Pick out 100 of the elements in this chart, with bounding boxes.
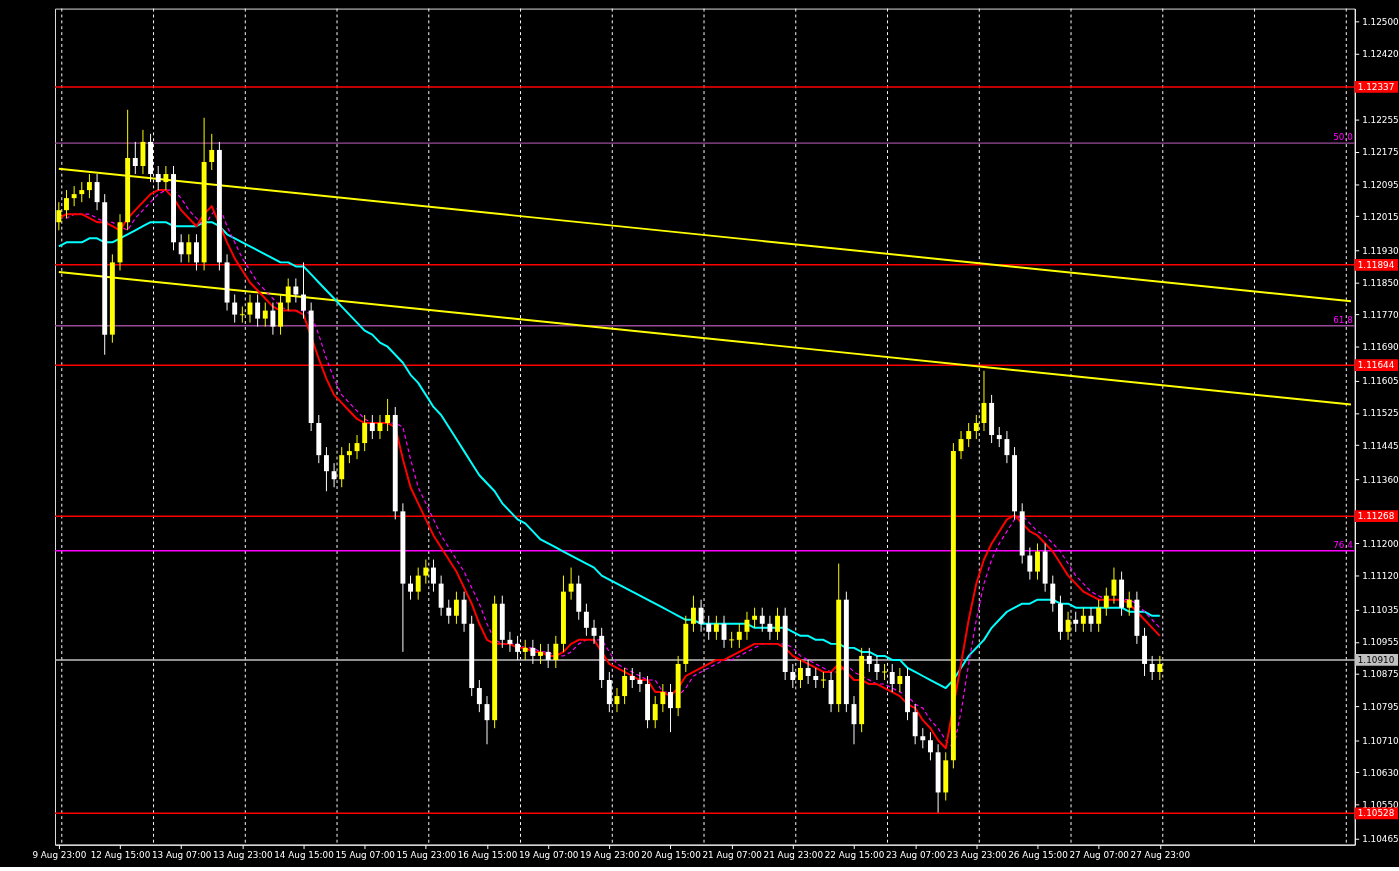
x-tick-label: 20 Aug 15:00 [641,849,702,860]
x-tick-label: 13 Aug 23:00 [213,849,273,860]
candlestick [874,655,880,681]
x-tick-label: 27 Aug 23:00 [1130,849,1191,860]
ref-line-label: 1.12337 [1357,81,1395,92]
ref-line-label: 1.10910 [1357,654,1395,665]
y-tick-label: 1.11445 [1362,440,1399,451]
line-series [57,221,1161,690]
candlestick [507,631,513,653]
candlestick [71,185,77,207]
candlestick [1126,591,1132,617]
candlestick [1157,655,1163,681]
candlestick [690,595,696,633]
candlestick [155,165,161,191]
candlestick [713,615,719,641]
candlestick [966,422,972,448]
x-tick-label: 23 Aug 07:00 [885,849,946,860]
candlestick [369,414,375,440]
x-tick-label: 15 Aug 23:00 [396,849,457,860]
candlestick [385,398,391,432]
x-tick-label: 14 Aug 15:00 [274,849,335,860]
y-tick-label: 1.10795 [1362,701,1399,712]
candlestick [94,173,100,211]
candlestick [56,201,62,231]
y-tick-label: 1.11605 [1362,376,1399,387]
y-tick-label: 1.11200 [1362,538,1399,549]
candlestick [775,607,780,641]
y-tick-label: 1.11770 [1362,310,1399,321]
ref-line-label: 1.11268 [1357,511,1395,522]
candlestick [178,233,184,263]
y-tick-label: 1.12015 [1362,211,1399,222]
y-tick-label: 1.12095 [1362,179,1399,190]
candlestick [1103,587,1109,617]
candlestick [186,233,192,263]
candlestick [408,575,413,601]
candlestick [415,567,421,601]
candlestick [1149,655,1155,681]
candlestick [323,446,329,492]
y-tick-label: 1.11525 [1362,408,1399,419]
candlestick [928,731,933,761]
candlestick [759,607,765,633]
candlestick [805,659,811,685]
candlestick [736,623,742,649]
candlestick [1027,547,1033,581]
x-tick-label: 27 Aug 07:00 [1069,849,1130,860]
x-tick-label: 23 Aug 23:00 [947,849,1007,860]
candlestick [293,277,299,304]
candlestick [545,643,551,669]
candlestick [285,277,291,312]
candlestick [767,615,773,641]
candlestick [79,181,85,203]
y-tick-label: 1.11120 [1362,571,1399,582]
candlestick [973,414,979,440]
candlestick [996,426,1002,448]
y-tick-label: 1.12255 [1362,115,1399,126]
candlestick [897,667,903,693]
x-tick-label: 16 Aug 15:00 [457,849,518,860]
candlestick [194,233,199,271]
y-tick-label: 1.12420 [1362,49,1399,60]
candlestick [362,414,368,452]
ref-line-label: 1.10528 [1357,808,1395,819]
candlestick [431,559,436,593]
candlestick [1004,430,1010,464]
candlestick [1065,611,1071,641]
candlestick [668,683,673,733]
x-tick-label: 19 Aug 23:00 [580,849,640,860]
x-tick-label: 26 Aug 15:00 [1008,849,1069,860]
y-tick-label: 1.11690 [1362,342,1399,353]
candlestick [866,647,872,673]
x-tick-label: 22 Aug 15:00 [824,849,885,860]
x-tick-label: 12 Aug 15:00 [90,849,151,860]
y-tick-label: 1.10955 [1362,637,1399,648]
x-tick-label: 9 Aug 23:00 [32,849,87,860]
y-tick-label: 1.12175 [1362,147,1399,158]
y-tick-label: 1.10630 [1362,767,1399,778]
candlestick [446,599,452,625]
candlestick [568,567,574,601]
x-tick-label: 13 Aug 07:00 [151,849,212,860]
candlestick [1096,599,1102,633]
annotation: 50.0 [1333,132,1354,143]
candlestick [346,442,352,464]
candlestick [270,302,276,336]
candlestick [553,635,559,669]
candlestick [423,559,429,585]
candlestick [1035,542,1040,581]
candlestick [622,667,628,705]
candlestick [629,667,635,689]
candlestick [232,294,238,324]
y-tick-label: 1.11850 [1362,277,1399,288]
candlestick [1080,607,1086,633]
candlestick [538,643,543,665]
candlestick [209,133,215,171]
candlestick [652,695,658,729]
candlestick [637,671,643,693]
y-tick-label: 1.10550 [1362,799,1399,810]
candlestick [453,591,459,625]
candlestick [920,727,926,749]
candlestick [301,261,306,320]
y-tick-label: 1.11930 [1362,245,1399,256]
ref-line-label: 1.11894 [1357,259,1395,270]
